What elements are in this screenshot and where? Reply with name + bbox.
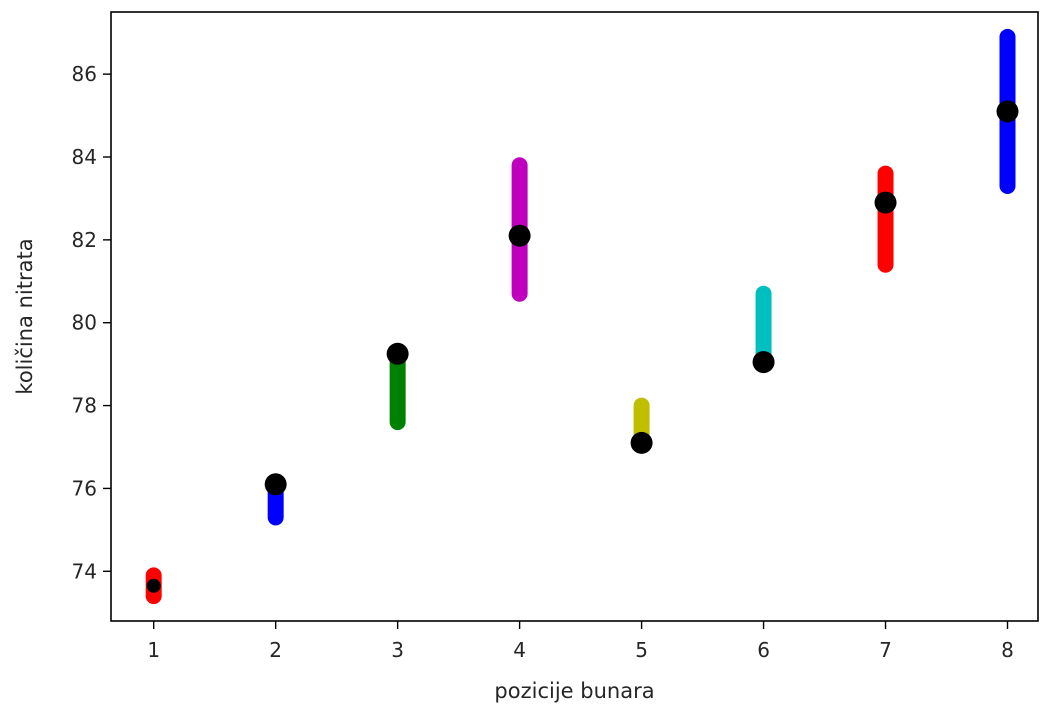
y-axis-label: količina nitrata xyxy=(13,238,37,394)
y-axis-ticks: 74 76 78 80 82 84 86 xyxy=(72,62,111,583)
x-tick-label: 1 xyxy=(147,638,160,662)
plot-frame xyxy=(110,11,1039,622)
y-tick-label: 86 xyxy=(72,62,97,86)
range-bars xyxy=(145,28,1016,605)
mean-point-4 xyxy=(508,224,531,247)
mean-point-1 xyxy=(146,578,161,593)
x-tick-label: 3 xyxy=(391,638,404,662)
x-tick-label: 4 xyxy=(513,638,526,662)
y-tick-label: 80 xyxy=(72,311,97,335)
x-tick-label: 5 xyxy=(635,638,648,662)
mean-point-7 xyxy=(874,191,897,214)
x-tick-label: 7 xyxy=(879,638,892,662)
mean-point-2 xyxy=(264,473,287,496)
mean-markers xyxy=(146,100,1019,593)
y-tick-label: 76 xyxy=(72,476,97,500)
mean-point-5 xyxy=(630,431,653,454)
x-tick-label: 2 xyxy=(269,638,282,662)
x-axis-ticks: 1 2 3 4 5 6 7 8 xyxy=(147,621,1014,662)
y-tick-label: 78 xyxy=(72,394,97,418)
mean-point-8 xyxy=(996,100,1019,123)
y-tick-label: 74 xyxy=(72,559,97,583)
x-tick-label: 8 xyxy=(1001,638,1014,662)
mean-point-3 xyxy=(386,342,409,365)
mean-point-6 xyxy=(752,351,775,374)
y-tick-label: 84 xyxy=(72,145,97,169)
y-tick-label: 82 xyxy=(72,228,97,252)
x-axis-label: pozicije bunara xyxy=(494,679,654,703)
x-tick-label: 6 xyxy=(757,638,770,662)
